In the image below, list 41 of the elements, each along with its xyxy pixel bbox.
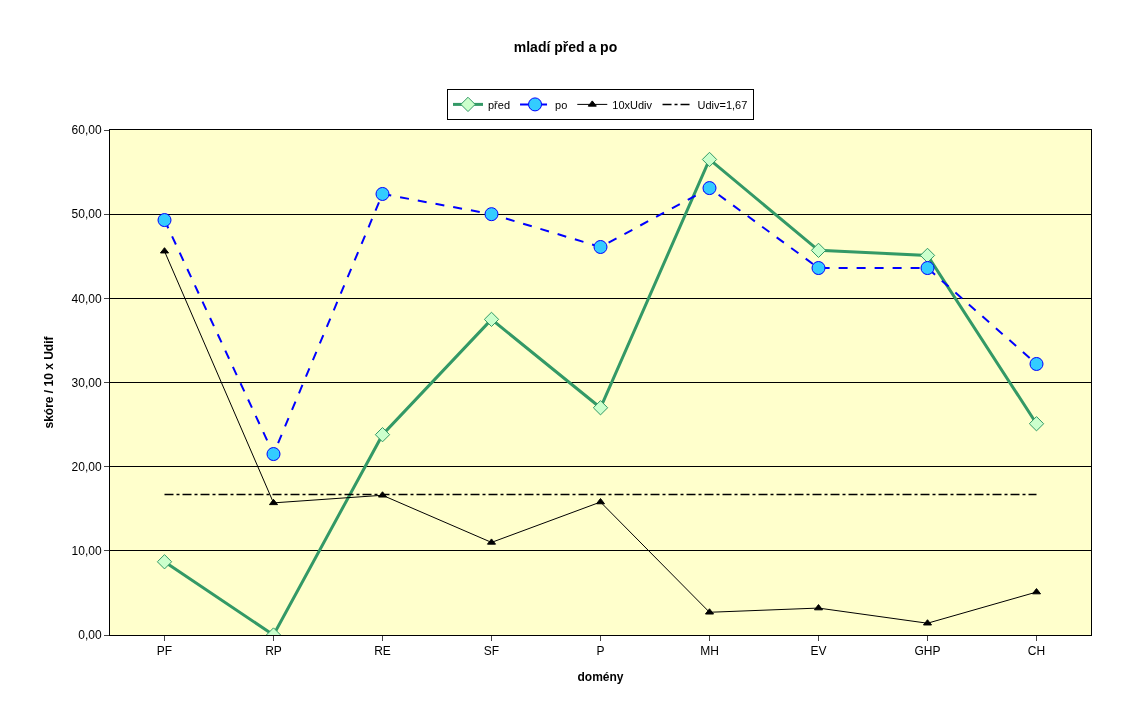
point <box>920 261 935 276</box>
point <box>593 239 608 254</box>
point <box>1029 356 1044 371</box>
point <box>810 242 827 259</box>
point <box>156 554 173 570</box>
x-tick-label: RP <box>265 644 282 659</box>
point <box>483 311 500 328</box>
legend-label: po <box>555 98 568 111</box>
y-axis-title: skóre / 10 x Udif <box>41 335 56 429</box>
point <box>375 186 390 201</box>
point <box>268 498 279 506</box>
legend-label: 10xUdiv <box>612 98 653 111</box>
point <box>919 247 936 264</box>
legend-label: Udiv=1,67 <box>697 98 748 111</box>
point <box>701 151 718 168</box>
y-tick-label: 60,00 <box>71 123 102 138</box>
point <box>374 427 391 443</box>
y-tick-label: 0,00 <box>78 628 102 643</box>
x-tick-label: MH <box>700 644 719 659</box>
point <box>266 447 281 462</box>
point <box>702 181 717 196</box>
x-tick-label: RE <box>374 644 391 659</box>
legend-label: před <box>488 98 511 111</box>
x-tick-label: GHP <box>914 644 941 659</box>
x-tick-label: CH <box>1027 644 1046 659</box>
y-tick-label: 50,00 <box>71 207 102 222</box>
x-tick-label: SF <box>483 644 500 659</box>
y-tick-label: 20,00 <box>71 459 102 474</box>
y-tick-label: 10,00 <box>71 544 102 559</box>
x-tick-label: EV <box>810 644 827 659</box>
x-tick-label: P <box>596 644 605 659</box>
point <box>157 213 172 228</box>
point <box>592 400 609 416</box>
point <box>484 207 499 222</box>
chart-title: mladí před a po <box>513 39 618 56</box>
y-tick-label: 30,00 <box>71 375 102 390</box>
x-tick-label: PF <box>156 644 173 659</box>
x-axis-title: domény <box>577 670 624 685</box>
point <box>1028 416 1045 432</box>
y-tick-label: 40,00 <box>71 291 102 306</box>
point <box>811 261 826 276</box>
